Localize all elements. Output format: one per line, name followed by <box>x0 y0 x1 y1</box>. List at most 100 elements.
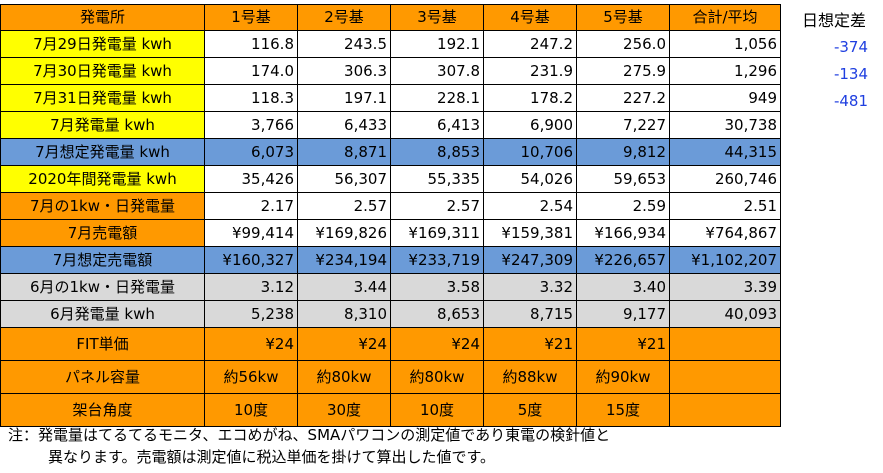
row-label: 2020年間発電量 kwh <box>0 165 205 193</box>
table-row: 6月発電量 kwh 5,238 8,310 8,653 8,715 9,177 … <box>0 300 781 328</box>
difference-value: -134 <box>833 65 868 83</box>
table-cell: 192.1 <box>390 30 484 58</box>
table-cell: ¥159,381 <box>483 219 577 247</box>
table-cell: 1,056 <box>669 30 781 58</box>
header-row: 発電所 1号基 2号基 3号基 4号基 5号基 合計/平均 <box>0 4 781 31</box>
table-cell: 243.5 <box>297 30 391 58</box>
table-cell: 247.2 <box>483 30 577 58</box>
table-cell: 8,853 <box>390 138 484 166</box>
table-cell: ¥169,826 <box>297 219 391 247</box>
table-cell <box>669 327 781 361</box>
table-cell: 35,426 <box>204 165 298 193</box>
table-cell: ¥24 <box>204 327 298 361</box>
table-cell: 2.57 <box>390 192 484 220</box>
table-cell: ¥166,934 <box>576 219 670 247</box>
table-cell: 256.0 <box>576 30 670 58</box>
table-cell: 約90kw <box>576 360 670 394</box>
table-cell: 2.51 <box>669 192 781 220</box>
table-cell: 118.3 <box>204 84 298 112</box>
table-cell: 1,296 <box>669 57 781 85</box>
table-cell: ¥226,657 <box>576 246 670 274</box>
table-cell: 約80kw <box>390 360 484 394</box>
difference-value: -374 <box>833 38 868 56</box>
table-cell: 228.1 <box>390 84 484 112</box>
table-row: パネル容量 約56kw 約80kw 約80kw 約88kw 約90kw <box>0 360 781 394</box>
header-cell: 合計/平均 <box>669 4 781 31</box>
table-cell: 15度 <box>576 393 670 427</box>
table-cell: ¥24 <box>390 327 484 361</box>
row-label: パネル容量 <box>0 360 205 394</box>
table-row: 7月31日発電量 kwh 118.3 197.1 228.1 178.2 227… <box>0 84 781 112</box>
table-cell: 2.17 <box>204 192 298 220</box>
table-cell: ¥1,102,207 <box>669 246 781 274</box>
table-cell: 56,307 <box>297 165 391 193</box>
table-row: 7月売電額 ¥99,414 ¥169,826 ¥169,311 ¥159,381… <box>0 219 781 247</box>
power-plant-table: 発電所 1号基 2号基 3号基 4号基 5号基 合計/平均 7月29日発電量 k… <box>0 4 781 427</box>
difference-value: -481 <box>833 92 868 110</box>
table-cell: 178.2 <box>483 84 577 112</box>
row-label: 6月発電量 kwh <box>0 300 205 328</box>
table-cell: 197.1 <box>297 84 391 112</box>
header-cell: 2号基 <box>297 4 391 31</box>
table-cell <box>669 393 781 427</box>
table-cell: 116.8 <box>204 30 298 58</box>
table-cell: 2.57 <box>297 192 391 220</box>
table-row: 6月の1kw・日発電量 3.12 3.44 3.58 3.32 3.40 3.3… <box>0 273 781 301</box>
table-cell: 306.3 <box>297 57 391 85</box>
row-label: FIT単価 <box>0 327 205 361</box>
footnote: 注：発電量はてるてるモニタ、エコめがね、SMAパワコンの測定値であり東電の検針値… <box>8 424 610 468</box>
table-cell: ¥764,867 <box>669 219 781 247</box>
table-cell: 8,871 <box>297 138 391 166</box>
header-cell: 4号基 <box>483 4 577 31</box>
table-cell: 30,738 <box>669 111 781 139</box>
table-cell: 3.44 <box>297 273 391 301</box>
table-cell: 6,413 <box>390 111 484 139</box>
table-cell: 9,812 <box>576 138 670 166</box>
table-cell: ¥99,414 <box>204 219 298 247</box>
row-label: 7月の1kw・日発電量 <box>0 192 205 220</box>
header-cell: 3号基 <box>390 4 484 31</box>
header-cell: 5号基 <box>576 4 670 31</box>
table-cell: ¥21 <box>576 327 670 361</box>
table-cell: 949 <box>669 84 781 112</box>
table-cell: ¥160,327 <box>204 246 298 274</box>
table-cell: 54,026 <box>483 165 577 193</box>
table-cell: 約56kw <box>204 360 298 394</box>
table-cell: 3,766 <box>204 111 298 139</box>
table-cell: 8,715 <box>483 300 577 328</box>
table-cell: 6,073 <box>204 138 298 166</box>
table-cell: 10度 <box>390 393 484 427</box>
table-row: 7月の1kw・日発電量 2.17 2.57 2.57 2.54 2.59 2.5… <box>0 192 781 220</box>
row-label: 7月売電額 <box>0 219 205 247</box>
table-cell: 30度 <box>297 393 391 427</box>
daily-difference-column: 日想定差 -374 -134 -481 <box>788 8 880 115</box>
row-label: 7月発電量 kwh <box>0 111 205 139</box>
table-row: 架台角度 10度 30度 10度 5度 15度 <box>0 393 781 427</box>
table-cell: 307.8 <box>390 57 484 85</box>
table-cell: ¥21 <box>483 327 577 361</box>
row-label: 7月想定売電額 <box>0 246 205 274</box>
table-cell: 2.54 <box>483 192 577 220</box>
table-cell: 59,653 <box>576 165 670 193</box>
table-cell: 231.9 <box>483 57 577 85</box>
table-row: 7月想定売電額 ¥160,327 ¥234,194 ¥233,719 ¥247,… <box>0 246 781 274</box>
table-row: 7月発電量 kwh 3,766 6,433 6,413 6,900 7,227 … <box>0 111 781 139</box>
table-cell: 7,227 <box>576 111 670 139</box>
table-cell: 5度 <box>483 393 577 427</box>
table-cell: ¥233,719 <box>390 246 484 274</box>
table-cell: 6,433 <box>297 111 391 139</box>
table-row: 2020年間発電量 kwh 35,426 56,307 55,335 54,02… <box>0 165 781 193</box>
table-cell: 6,900 <box>483 111 577 139</box>
table-cell: 5,238 <box>204 300 298 328</box>
table-cell: 2.59 <box>576 192 670 220</box>
difference-header: 日想定差 <box>801 11 866 30</box>
table-row: 7月想定発電量 kwh 6,073 8,871 8,853 10,706 9,8… <box>0 138 781 166</box>
row-label: 7月31日発電量 kwh <box>0 84 205 112</box>
table-cell: 3.12 <box>204 273 298 301</box>
table-cell: 約88kw <box>483 360 577 394</box>
row-label: 6月の1kw・日発電量 <box>0 273 205 301</box>
table-cell <box>669 360 781 394</box>
row-label: 7月想定発電量 kwh <box>0 138 205 166</box>
table-row: 7月29日発電量 kwh 116.8 243.5 192.1 247.2 256… <box>0 30 781 58</box>
table-cell: 10度 <box>204 393 298 427</box>
